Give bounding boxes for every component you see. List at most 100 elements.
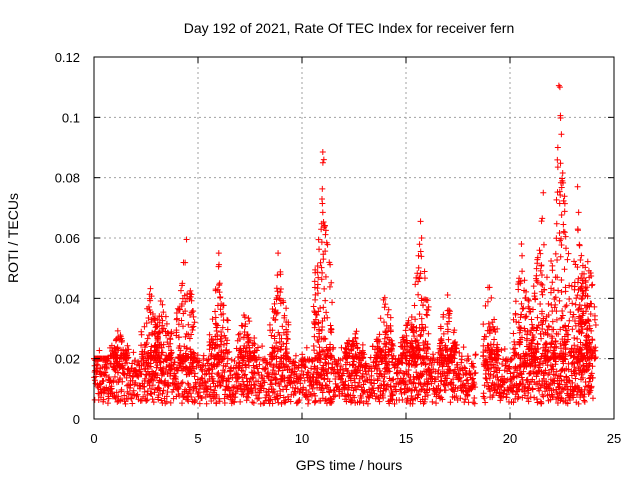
data-point: [341, 348, 348, 355]
data-point: [577, 345, 584, 352]
data-point: [399, 396, 406, 403]
data-point: [412, 316, 419, 323]
data-point: [164, 329, 171, 336]
data-point: [482, 399, 489, 406]
data-point: [286, 366, 293, 373]
data-point: [534, 314, 541, 321]
data-point: [437, 345, 444, 352]
data-point: [354, 354, 361, 361]
data-point: [350, 387, 357, 394]
data-point: [586, 375, 593, 382]
data-point: [315, 236, 322, 243]
data-point: [341, 381, 348, 388]
data-point: [317, 259, 324, 266]
data-point: [589, 374, 596, 381]
data-point: [497, 389, 504, 396]
data-point: [111, 349, 118, 356]
data-point: [555, 384, 562, 391]
data-point: [249, 375, 256, 382]
data-point: [121, 371, 128, 378]
data-point: [271, 335, 278, 342]
data-point: [581, 398, 588, 405]
data-point: [310, 303, 317, 310]
data-point: [184, 393, 191, 400]
data-point: [548, 340, 555, 347]
data-point: [344, 340, 351, 347]
data-point: [531, 354, 538, 361]
data-point: [444, 375, 451, 382]
data-point: [339, 366, 346, 373]
data-point: [323, 344, 330, 351]
data-point: [167, 355, 174, 362]
data-point: [586, 378, 593, 385]
data-point: [531, 394, 538, 401]
data-point: [342, 350, 349, 357]
data-point: [282, 398, 289, 405]
data-point: [575, 286, 582, 293]
data-point: [386, 368, 393, 375]
data-point: [557, 373, 564, 380]
data-point: [539, 291, 546, 298]
data-point: [217, 306, 224, 313]
data-point: [534, 324, 541, 331]
data-point: [531, 363, 538, 370]
data-point: [124, 342, 131, 349]
data-point: [485, 320, 492, 327]
data-point: [561, 193, 568, 200]
data-point: [191, 373, 198, 380]
data-point: [315, 320, 322, 327]
data-point: [196, 357, 203, 364]
data-point: [516, 338, 523, 345]
y-tick-labels: 0 0.02 0.04 0.06 0.08 0.1 0.12: [55, 50, 80, 427]
data-point: [470, 364, 477, 371]
data-point: [574, 292, 581, 299]
data-point: [154, 344, 161, 351]
data-point: [469, 360, 476, 367]
data-point: [380, 319, 387, 326]
data-point: [277, 392, 284, 399]
data-point: [567, 397, 574, 404]
data-point: [417, 248, 424, 255]
y-tick-label: 0.04: [55, 291, 80, 306]
data-point: [558, 184, 565, 191]
data-point: [266, 321, 273, 328]
data-point: [226, 392, 233, 399]
data-point: [455, 370, 462, 377]
data-point: [224, 355, 231, 362]
data-point: [515, 286, 522, 293]
data-point: [117, 375, 124, 382]
data-point: [133, 392, 140, 399]
data-point: [540, 241, 547, 248]
data-point: [488, 327, 495, 334]
data-point: [163, 393, 170, 400]
data-point: [141, 323, 148, 330]
data-point: [277, 346, 284, 353]
data-point: [533, 265, 540, 272]
data-point: [405, 367, 412, 374]
x-axis-label: GPS time / hours: [296, 457, 403, 473]
data-point: [537, 301, 544, 308]
data-point: [561, 229, 568, 236]
data-point: [144, 397, 151, 404]
data-point: [581, 320, 588, 327]
data-point: [508, 356, 515, 363]
data-point: [225, 378, 232, 385]
data-point: [305, 397, 312, 404]
data-point: [214, 302, 221, 309]
data-point: [457, 395, 464, 402]
data-point: [104, 400, 111, 407]
data-point: [261, 366, 268, 373]
data-point: [410, 379, 417, 386]
data-point: [499, 361, 506, 368]
data-point: [519, 252, 526, 259]
data-point: [490, 392, 497, 399]
data-point: [484, 342, 491, 349]
data-point: [412, 281, 419, 288]
data-point: [203, 400, 210, 407]
data-point: [556, 200, 563, 207]
data-point: [529, 386, 536, 393]
data-point: [562, 245, 569, 252]
data-point: [437, 378, 444, 385]
data-point: [375, 361, 382, 368]
data-point: [149, 310, 156, 317]
